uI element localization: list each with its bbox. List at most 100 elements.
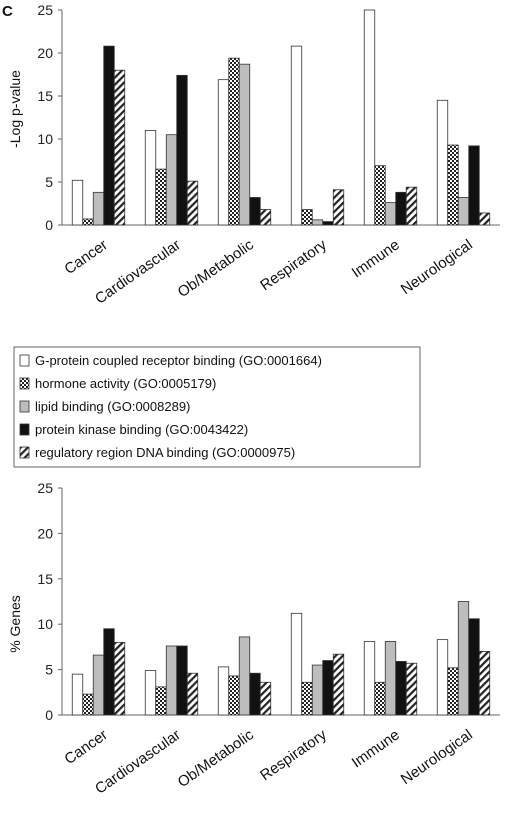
chart-bottom-bar	[447, 667, 459, 716]
chart-top-bar	[447, 144, 459, 226]
chart-top-ytick-label: 0	[45, 217, 53, 233]
chart-top-bar	[176, 74, 188, 226]
chart-bottom-category-label: Respiratory	[257, 726, 330, 784]
chart-bottom-bar	[290, 612, 303, 716]
chart-bottom-bar	[92, 654, 105, 716]
chart-top-category-label: Cancer	[61, 236, 110, 278]
chart-top-category-label: Neurological	[398, 236, 476, 298]
chart-top-bar	[238, 63, 251, 226]
chart-bottom-bar	[238, 636, 251, 716]
chart-top-bar	[228, 57, 240, 226]
chart-bottom-bar	[374, 681, 386, 716]
chart-top-bar	[405, 186, 418, 226]
chart-bottom-ytick-label: 10	[37, 616, 53, 632]
legend: G-protein coupled receptor binding (GO:0…	[13, 346, 421, 468]
chart-top-bar	[186, 180, 199, 226]
chart-bottom-ytick-label: 25	[37, 480, 53, 496]
chart-top-bar	[395, 191, 407, 226]
chart-bottom-bar	[71, 673, 84, 716]
chart-bottom-bar	[155, 686, 167, 716]
chart-bottom-ytick-label: 15	[37, 571, 53, 587]
panel-label: C	[2, 3, 13, 20]
chart-top-bar	[71, 179, 84, 226]
chart-top-bar	[384, 202, 397, 226]
chart-top-ytick-label: 20	[37, 45, 53, 61]
chart-top-bar	[436, 99, 449, 226]
chart-bottom-ytick-label: 0	[45, 707, 53, 723]
legend-box	[13, 346, 421, 468]
legend-label-gpcr: G-protein coupled receptor binding (GO:0…	[35, 353, 322, 368]
chart-top-bar	[374, 165, 386, 226]
chart-bottom-category-label: Cancer	[61, 726, 110, 768]
chart-bottom-bar	[103, 628, 115, 716]
legend-label-lipid: lipid binding (GO:0008289)	[35, 399, 190, 414]
chart-top-bar	[113, 69, 126, 226]
chart-top-ytick-label: 15	[37, 88, 53, 104]
chart-top-bar	[259, 209, 272, 226]
chart-bottom-bar	[228, 675, 240, 716]
legend-swatch-gpcr	[19, 354, 30, 367]
chart-top-bar	[217, 79, 230, 226]
chart-top-bar	[478, 212, 491, 226]
legend-label-kinase: protein kinase binding (GO:0043422)	[35, 422, 248, 437]
chart-top-bar	[249, 197, 261, 226]
chart-top-bar	[103, 45, 115, 226]
chart-bottom-bar	[176, 645, 188, 716]
legend-label-dna: regulatory region DNA binding (GO:000097…	[35, 445, 295, 460]
chart-top-bar	[457, 197, 470, 226]
chart-bottom-bar	[249, 672, 261, 716]
chart-top-category-label: Respiratory	[257, 236, 330, 294]
chart-top-category-label: Ob/Metabolic	[175, 236, 258, 301]
chart-top-bar	[92, 191, 105, 226]
chart-bottom-bar	[405, 662, 418, 716]
chart-bottom-bar	[457, 601, 470, 716]
chart-bottom-bar	[217, 666, 230, 716]
legend-swatch-hormone	[19, 377, 30, 390]
chart-bottom-bar	[311, 664, 324, 716]
chart-top-bar	[468, 145, 480, 226]
chart-top-ytick-label: 25	[37, 2, 53, 18]
chart-top-bar	[301, 209, 313, 226]
chart-top-category-label: Immune	[349, 236, 403, 281]
legend-swatch-lipid	[19, 400, 30, 413]
chart-top-bar	[165, 134, 178, 226]
chart-bottom-bar	[468, 618, 480, 716]
legend-swatch-kinase	[19, 423, 30, 436]
chart-bottom-bar	[301, 681, 313, 716]
chart-bottom-bar	[165, 645, 178, 716]
chart-bottom-bar	[363, 641, 376, 716]
chart-bottom-bar	[395, 661, 407, 716]
chart-neg-log-pvalue: -Log p-value 0510152025CancerCardiovascu…	[7, 2, 500, 308]
chart-bottom-bar	[144, 670, 157, 716]
chart-top-bar	[144, 129, 157, 226]
chart-percent-genes: % Genes 0510152025CancerCardiovascularOb…	[7, 480, 500, 798]
chart-bottom-ylabel: % Genes	[7, 595, 23, 653]
chart-bottom-bar	[436, 639, 449, 716]
legend-swatch-dna	[19, 446, 30, 459]
chart-top-bar	[311, 219, 324, 226]
chart-top-bar	[290, 45, 303, 226]
chart-bottom-ytick-label: 5	[45, 662, 53, 678]
chart-bottom-bar	[113, 641, 126, 716]
chart-bottom-bar	[322, 660, 334, 716]
chart-bottom-bar	[259, 681, 272, 716]
chart-top-bar	[82, 218, 94, 226]
chart-top-ylabel: -Log p-value	[7, 70, 23, 148]
chart-top-bar	[322, 221, 334, 226]
chart-bottom-category-label: Immune	[349, 726, 403, 771]
chart-top-bar	[363, 9, 376, 226]
chart-top-ytick-label: 10	[37, 131, 53, 147]
chart-bottom-bar	[82, 693, 94, 716]
chart-bottom-category-label: Neurological	[398, 726, 476, 788]
chart-bottom-category-label: Ob/Metabolic	[175, 726, 258, 791]
chart-top-bar	[332, 189, 345, 226]
chart-bottom-bar	[384, 641, 397, 716]
legend-label-hormone: hormone activity (GO:0005179)	[35, 376, 216, 391]
chart-top-bar	[155, 168, 167, 226]
chart-bottom-bar	[332, 653, 345, 716]
chart-bottom-ytick-label: 20	[37, 525, 53, 541]
chart-bottom-bar	[186, 672, 199, 716]
chart-bottom-bar	[478, 651, 491, 716]
chart-top-ytick-label: 5	[45, 174, 53, 190]
